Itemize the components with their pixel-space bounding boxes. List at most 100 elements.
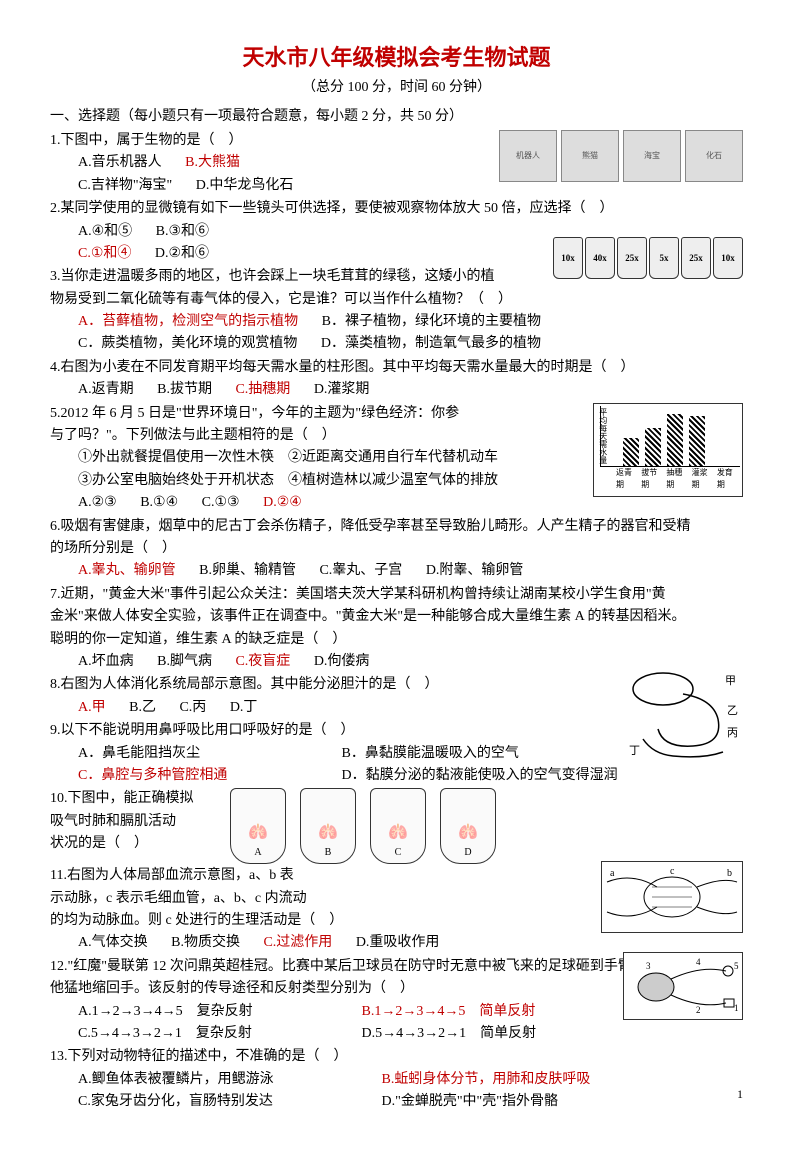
q7-opt-c: C.夜盲症 (235, 651, 290, 673)
water-barchart: 平均每天需水量 返青期 拔节期 抽穗期 灌浆期 发育期 (593, 403, 743, 497)
q10-line3: 状况的是（ ） (50, 833, 220, 855)
bar-3 (667, 414, 683, 466)
q6-opt-c: C.睾丸、子宫 (319, 560, 402, 582)
svg-text:4: 4 (696, 957, 701, 967)
q10-line2: 吸气时肺和膈肌活动 (50, 811, 220, 833)
svg-text:5: 5 (734, 961, 739, 971)
flask-d: 🫁D (440, 788, 496, 864)
q2-opt-d: D.②和⑥ (155, 243, 209, 265)
q4-opt-c: C.抽穗期 (235, 379, 290, 401)
q3-opt-b: B．裸子植物，绿化环境的主要植物 (322, 311, 541, 333)
q7-line1: 7.近期，"黄金大米"事件引起公众关注：美国塔夫茨大学某科研机构曾持续让湖南某校… (50, 584, 743, 606)
q2-stem: 2.某同学使用的显微镜有如下一些镜头可供选择，要使被观察物体放大 50 倍，应选… (50, 201, 614, 216)
q2-opt-b: B.③和⑥ (156, 221, 209, 243)
flask-b: 🫁B (300, 788, 356, 864)
q3-opt-d: D．藻类植物，制造氧气最多的植物 (321, 333, 541, 355)
flask-b-label: B (325, 845, 332, 861)
q7-opt-b: B.脚气病 (157, 651, 212, 673)
q9-opt-c: C．鼻腔与多种管腔相通 (78, 765, 318, 787)
q13-opt-c: C.家兔牙齿分化，盲肠特别发达 (78, 1091, 358, 1113)
q11-opt-a: A.气体交换 (78, 932, 148, 954)
flask-c: 🫁C (370, 788, 426, 864)
flask-diagrams: 🫁A 🫁B 🫁C 🫁D (230, 788, 496, 864)
question-12: 12."红魔"曼联第 12 次问鼎英超桂冠。比赛中某后卫球员在防守时无意中被飞来… (50, 956, 743, 1046)
q13-opt-d: D."金蝉脱壳"中"壳"指外骨骼 (382, 1091, 558, 1113)
bar-4 (689, 416, 705, 466)
q1-thumb-fossil: 化石 (685, 130, 743, 182)
question-3: 3.当你走进温暖多雨的地区，也许会踩上一块毛茸茸的绿毯，这矮小的植 物易受到二氧… (50, 266, 743, 356)
svg-text:2: 2 (696, 1005, 701, 1015)
q2-opt-c: C.①和④ (78, 243, 131, 265)
q4-opt-d: D.灌浆期 (314, 379, 370, 401)
lungs-icon: 🫁 (388, 820, 408, 846)
q3-opt-c: C．蕨类植物，美化环境的观赏植物 (78, 333, 297, 355)
q1-opt-a: A.音乐机器人 (78, 152, 162, 174)
q5-opt-b: B.①④ (140, 492, 178, 514)
question-13: 13.下列对动物特征的描述中，不准确的是（ ） A.鲫鱼体表被覆鳞片，用鳃游泳 … (50, 1046, 743, 1113)
q6-line2: 的场所分别是（ ） (50, 538, 743, 560)
question-1: 1.下图中，属于生物的是（ ） 机器人 熊猫 海宝 化石 A.音乐机器人 B.大… (50, 130, 743, 197)
svg-text:1: 1 (734, 1003, 739, 1013)
svg-text:甲: 甲 (725, 675, 736, 687)
q9-opt-b: B．鼻黏膜能温暖吸入的空气 (342, 743, 519, 765)
q11-opt-c: C.过滤作用 (263, 932, 332, 954)
q6-opt-d: D.附睾、输卵管 (426, 560, 524, 582)
q1-images: 机器人 熊猫 海宝 化石 (499, 130, 743, 182)
section-1-header: 一、选择题（每小题只有一项最符合题意，每小题 2 分，共 50 分） (50, 106, 743, 128)
svg-text:乙: 乙 (727, 704, 738, 717)
question-7: 7.近期，"黄金大米"事件引起公众关注：美国塔夫茨大学某科研机构曾持续让湖南某校… (50, 584, 743, 674)
bar-1 (623, 438, 639, 466)
q6-opt-b: B.卵巢、输精管 (199, 560, 296, 582)
q5-opt-a: A.②③ (78, 492, 117, 514)
svg-text:c: c (670, 866, 675, 877)
flask-a: 🫁A (230, 788, 286, 864)
question-4: 4.右图为小麦在不同发育期平均每天需水量的柱形图。其中平均每天需水量最大的时期是… (50, 357, 743, 402)
chart-ylabel: 平均每天需水量 (596, 408, 609, 464)
q12-opt-c: C.5→4→3→2→1 复杂反射 (78, 1023, 338, 1045)
q12-opt-a: A.1→2→3→4→5 复杂反射 (78, 1001, 338, 1023)
q3-opt-a: A．苔藓植物，检测空气的指示植物 (78, 311, 298, 333)
q8-opt-d: D.丁 (230, 697, 258, 719)
exam-subtitle: （总分 100 分，时间 60 分钟） (50, 77, 743, 99)
q7-opt-a: A.坏血病 (78, 651, 134, 673)
question-10: 10.下图中，能正确模拟 吸气时肺和膈肌活动 状况的是（ ） 🫁A 🫁B 🫁C … (50, 788, 743, 864)
q7-line2: 金米"来做人体安全实验，该事件正在调查中。"黄金大米"是一种能够合成大量维生素 … (50, 606, 743, 628)
question-5: 平均每天需水量 返青期 拔节期 抽穗期 灌浆期 发育期 5.2012 年 6 月… (50, 403, 743, 515)
q8-opt-c: C.丙 (179, 697, 206, 719)
q1-opt-c: C.吉祥物"海宝" (78, 175, 172, 197)
xl-4: 灌浆期 (692, 467, 715, 493)
xl-5: 发育期 (717, 467, 740, 493)
q12-opt-d: D.5→4→3→2→1 简单反射 (362, 1023, 537, 1045)
q1-stem: 1.下图中，属于生物的是（ ） (50, 133, 243, 148)
lungs-icon: 🫁 (248, 820, 268, 846)
question-2: 2.某同学使用的显微镜有如下一些镜头可供选择，要使被观察物体放大 50 倍，应选… (50, 198, 743, 265)
q7-opt-d: D.佝偻病 (314, 651, 370, 673)
q1-opt-b: B.大熊猫 (185, 152, 240, 174)
q11-opt-b: B.物质交换 (171, 932, 240, 954)
q5-opt-c: C.①③ (202, 492, 240, 514)
q13-opt-a: A.鲫鱼体表被覆鳞片，用鳃游泳 (78, 1069, 358, 1091)
q4-opt-b: B.拔节期 (157, 379, 212, 401)
q9-opt-d: D．黏膜分泌的黏液能使吸入的空气变得湿润 (342, 765, 618, 787)
svg-text:3: 3 (646, 961, 651, 971)
q4-stem: 4.右图为小麦在不同发育期平均每天需水量的柱形图。其中平均每天需水量最大的时期是… (50, 357, 743, 379)
q6-line1: 6.吸烟有害健康，烟草中的尼古丁会杀伤精子，降低受孕率甚至导致胎儿畸形。人产生精… (50, 516, 743, 538)
chart-bars (600, 406, 740, 467)
flask-c-label: C (395, 845, 402, 861)
q10-line1: 10.下图中，能正确模拟 (50, 788, 220, 810)
q1-thumb-haibao: 海宝 (623, 130, 681, 182)
q9-stem: 9.以下不能说明用鼻呼吸比用口呼吸好的是（ ） (50, 720, 743, 742)
q2-opt-a: A.④和⑤ (78, 221, 132, 243)
bar-2 (645, 428, 661, 466)
svg-text:b: b (727, 868, 732, 879)
exam-title: 天水市八年级模拟会考生物试题 (50, 40, 743, 75)
q11-opt-d: D.重吸收作用 (356, 932, 440, 954)
q8-opt-b: B.乙 (129, 697, 156, 719)
q13-opt-b: B.蚯蚓身体分节，用肺和皮肤呼吸 (382, 1069, 591, 1091)
q4-opt-a: A.返青期 (78, 379, 134, 401)
lungs-icon: 🫁 (318, 820, 338, 846)
q6-opt-a: A.睾丸、输卵管 (78, 560, 176, 582)
q13-stem: 13.下列对动物特征的描述中，不准确的是（ ） (50, 1046, 743, 1068)
q1-thumb-panda: 熊猫 (561, 130, 619, 182)
capillary-diagram: a c b (601, 861, 743, 933)
